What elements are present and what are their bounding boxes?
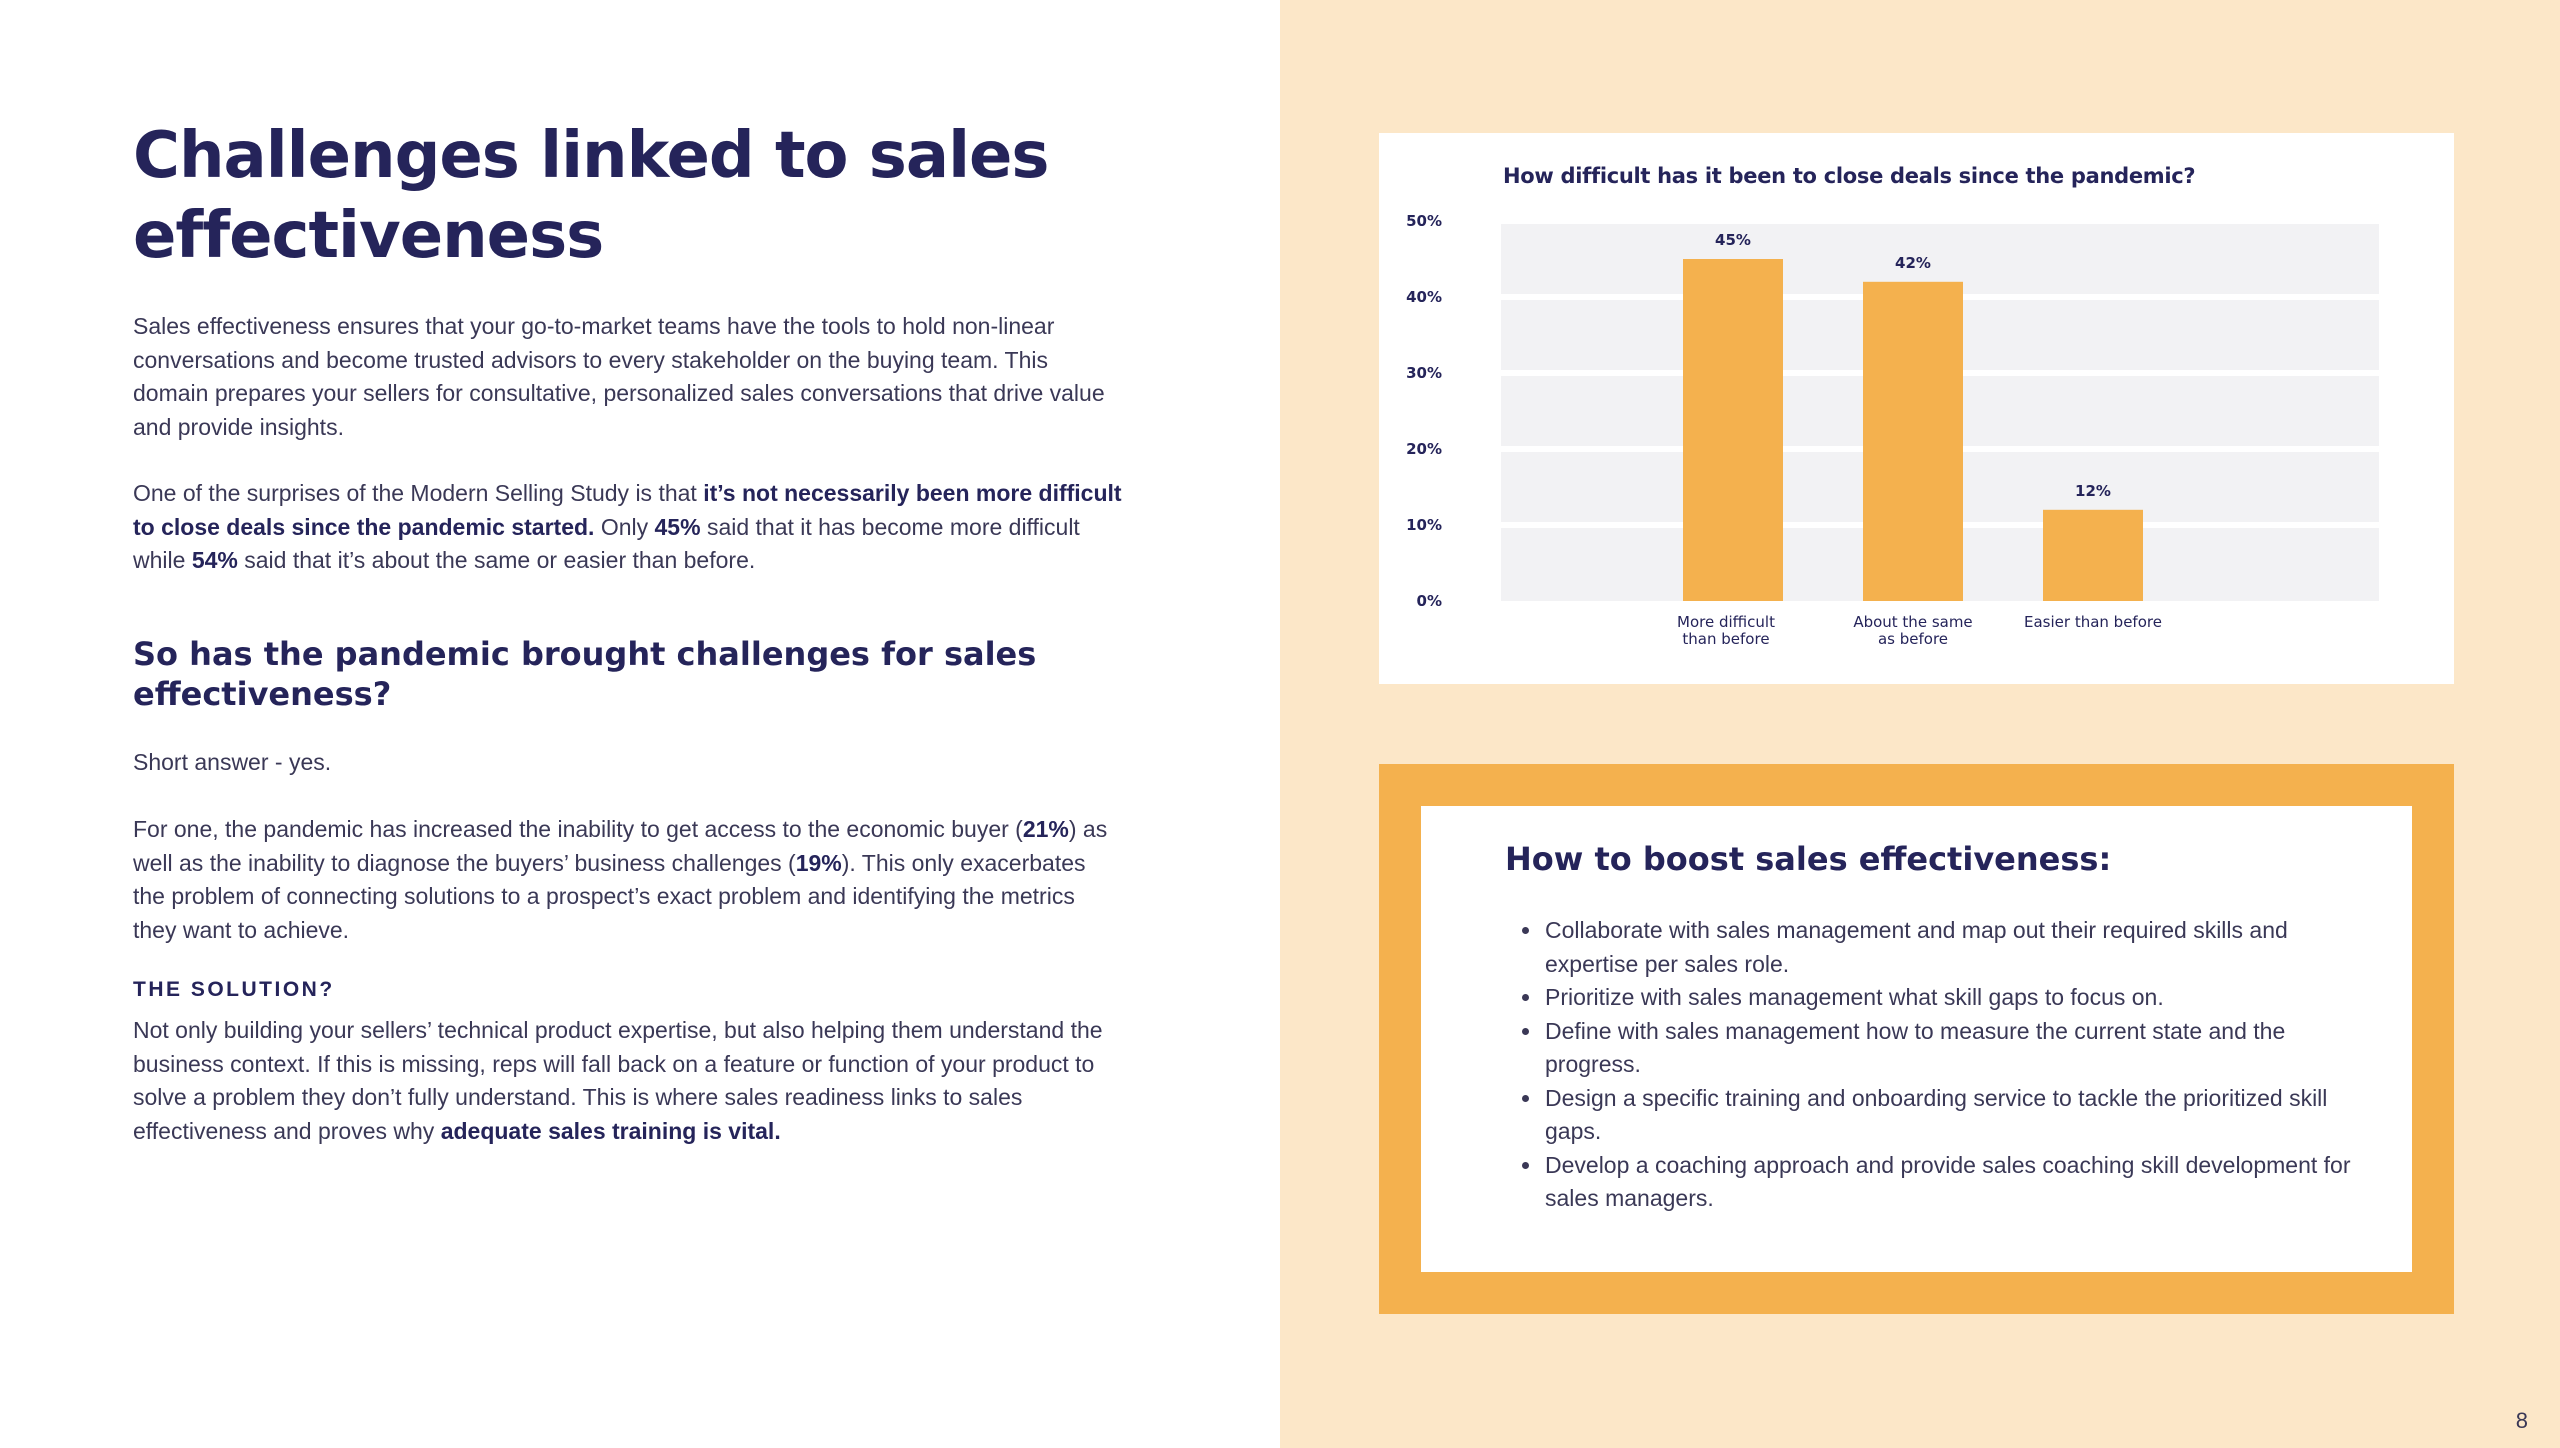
bar [2043, 509, 2143, 601]
challenges-stat-19: 19% [795, 849, 842, 876]
tips-title: How to boost sales effectiveness: [1505, 840, 2112, 878]
solution-label: THE SOLUTION? [133, 978, 335, 1001]
bar-value-label: 45% [1715, 231, 1751, 249]
x-tick-label: More difficult [1677, 613, 1775, 631]
y-tick-label: 50% [1406, 212, 1442, 230]
tip-item: Define with sales management how to meas… [1543, 1015, 2363, 1082]
challenges-stat-21: 21% [1022, 816, 1069, 842]
page-number: 8 [2515, 1408, 2528, 1433]
survey-bold-claim: it’s not necessarily been more difficult… [133, 480, 1122, 540]
bar [1683, 259, 1783, 601]
page-title: Challenges linked to sales effectiveness [133, 119, 1050, 273]
bar-value-label: 12% [2075, 482, 2111, 500]
survey-text-1: One of the surprises of the Modern Selli… [133, 480, 704, 506]
solution-paragraph: Not only building your sellers’ technica… [133, 1014, 1123, 1148]
tip-item: Collaborate with sales management and ma… [1543, 914, 2363, 981]
tip-item: Develop a coaching approach and provide … [1543, 1149, 2363, 1216]
y-tick-label: 20% [1406, 440, 1442, 458]
bar [1863, 281, 1963, 601]
gridline [1501, 218, 2379, 224]
y-tick-label: 40% [1406, 288, 1442, 306]
x-tick-label: Easier than before [2024, 613, 2162, 631]
survey-text-3: said that it has become more difficult w… [133, 513, 1080, 574]
challenges-text-3: ). This only exacerbates the problem of … [133, 849, 1086, 943]
challenges-text-1: For one, the pandemic has increased the … [133, 816, 1023, 842]
x-tick-label: About the same [1853, 613, 1972, 631]
tip-item: Prioritize with sales management what sk… [1543, 981, 2363, 1015]
chart-title: How difficult has it been to close deals… [1503, 164, 2196, 188]
tip-item: Design a specific training and onboardin… [1543, 1082, 2363, 1149]
solution-bold: adequate sales training is vital. [440, 1117, 781, 1144]
challenges-text-2: ) as well as the inability to diagnose t… [133, 816, 1108, 876]
tips-card: How to boost sales effectiveness: Collab… [1421, 806, 2412, 1272]
x-tick-label: than before [1682, 630, 1769, 648]
section-subheading: So has the pandemic brought challenges f… [133, 635, 1037, 713]
intro-paragraph: Sales effectiveness ensures that your go… [133, 313, 1105, 440]
survey-stat-45: 45% [654, 513, 701, 540]
survey-text-2: Only [594, 513, 655, 540]
short-answer: Short answer - yes. [133, 749, 332, 775]
chart-card: How difficult has it been to close deals… [1379, 133, 2454, 684]
challenges-paragraph: For one, the pandemic has increased the … [133, 813, 1123, 947]
y-tick-label: 30% [1406, 364, 1442, 382]
x-tick-label: as before [1878, 630, 1948, 648]
y-tick-label: 0% [1417, 592, 1442, 610]
solution-text: Not only building your sellers’ technica… [133, 1017, 1103, 1144]
survey-text-4: said that it’s about the same or easier … [237, 547, 756, 573]
left-panel: Challenges linked to sales effectiveness… [133, 119, 1123, 1148]
y-tick-label: 10% [1406, 516, 1442, 534]
tips-frame: How to boost sales effectiveness: Collab… [1379, 764, 2454, 1314]
survey-paragraph: One of the surprises of the Modern Selli… [133, 477, 1123, 578]
tips-list: Collaborate with sales management and ma… [1505, 914, 2363, 1216]
bar-value-label: 42% [1895, 254, 1931, 272]
survey-stat-54: 54% [191, 547, 238, 573]
